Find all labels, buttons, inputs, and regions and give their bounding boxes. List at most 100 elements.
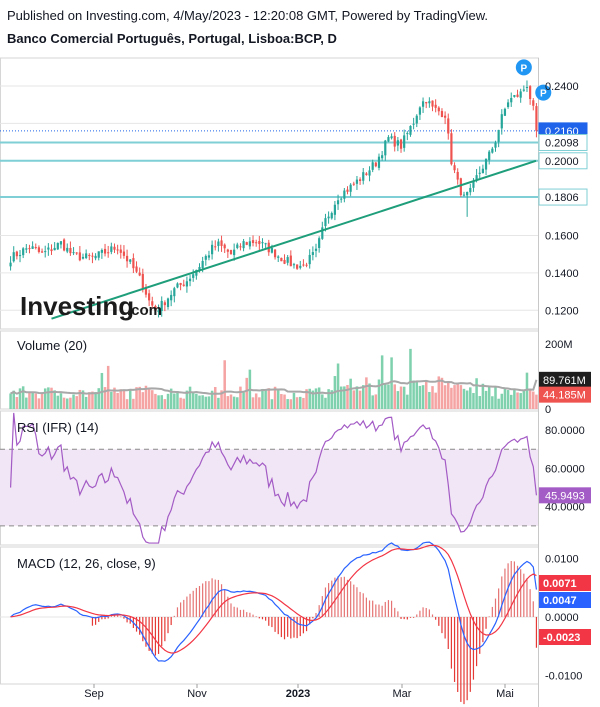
candle-body: [110, 246, 113, 252]
volume-bar: [459, 385, 463, 409]
volume-bar: [232, 396, 236, 409]
candle-body: [176, 283, 179, 288]
volume-bar: [418, 385, 422, 409]
macd-hist-bar: [482, 616, 484, 643]
macd-hist-bar: [170, 616, 172, 626]
macd-hist-bar: [498, 588, 500, 617]
volume-bar: [349, 378, 352, 409]
macd-hist-bar: [409, 616, 412, 618]
volume-bar: [154, 393, 157, 409]
candle-body: [292, 264, 296, 266]
volume-bar: [346, 384, 349, 409]
candle-body: [53, 247, 56, 251]
candle-body: [305, 264, 308, 266]
volume-bar: [106, 365, 110, 409]
volume-bar: [327, 389, 330, 409]
trendline[interactable]: [51, 159, 537, 320]
candle-body: [428, 101, 431, 104]
candle-body: [396, 140, 399, 146]
candle-body: [148, 293, 151, 301]
candle-body: [173, 288, 176, 297]
volume-bar: [343, 386, 346, 409]
candle-body: [198, 267, 201, 271]
macd-hist-bar: [227, 596, 229, 617]
macd-hist-bar: [513, 561, 515, 617]
time-axis[interactable]: Sep Nov 2023 Mar Mai: [84, 684, 514, 700]
volume-bar: [21, 386, 25, 409]
candle-body: [314, 248, 318, 251]
macd-axis[interactable]: 0.0100 0.0000 -0.0100 0.0071 0.0047 -0.0023: [539, 554, 591, 683]
candle-body: [85, 253, 88, 259]
macd-hist-bar: [117, 614, 119, 617]
macd-line: [10, 541, 538, 662]
candle-body: [516, 94, 519, 97]
volume-bar: [210, 390, 214, 409]
volume-bar: [37, 398, 41, 409]
macd-hist-bar: [220, 584, 223, 617]
candle-body: [519, 91, 522, 98]
candle-body: [355, 179, 359, 184]
volume-axis[interactable]: 200M 0 89.761M 44.185M: [539, 339, 591, 416]
volume-bar: [443, 385, 447, 409]
candle-body: [28, 248, 31, 250]
volume-bar: [487, 386, 491, 409]
volume-value-badge: [539, 386, 591, 403]
macd-hist-bar: [239, 609, 242, 617]
candle-body: [459, 178, 462, 196]
volume-bar: [481, 383, 485, 409]
macd-pane-title: MACD (12, 26, close, 9): [17, 556, 156, 571]
candle-body: [125, 255, 129, 262]
macd-hist-bar: [230, 603, 232, 617]
macd-hist-bar: [488, 616, 490, 618]
candle-body: [311, 252, 314, 255]
volume-bar: [324, 397, 327, 409]
macd-tick-label: -0.0100: [545, 670, 582, 682]
macd-hist-bar: [198, 586, 201, 617]
volume-bar: [40, 393, 44, 409]
candle-body: [129, 259, 132, 262]
candle-body: [324, 218, 327, 227]
macd-hist-bar: [233, 606, 235, 617]
volume-bar: [176, 391, 179, 409]
macd-hist-bar: [507, 563, 509, 617]
volume-bar: [352, 390, 356, 409]
price-axis[interactable]: 0.24000.16000.14000.12000.21600.20980.20…: [538, 81, 588, 317]
candle-body: [296, 264, 299, 269]
candle-body: [179, 282, 182, 285]
macd-hist-bar: [520, 569, 522, 617]
macd-hist-bar: [173, 615, 175, 617]
horizontal-levels[interactable]: [0, 130, 538, 199]
volume-bar: [339, 386, 343, 409]
macd-hist-bar: [384, 601, 386, 617]
volume-tick-label: 200M: [545, 339, 573, 351]
candle-body: [308, 254, 311, 265]
candle-body: [437, 107, 440, 112]
volume-bar: [12, 390, 15, 409]
pivot-markers[interactable]: PP: [515, 59, 552, 101]
volume-bar: [173, 393, 176, 409]
candle-body: [327, 216, 330, 219]
macd-hist-bar: [98, 616, 100, 622]
price-label-text: 0.2000: [545, 156, 579, 168]
candle-body: [97, 251, 100, 258]
candle-body: [239, 246, 242, 248]
macd-hist-bar: [318, 605, 320, 617]
volume-bar: [494, 386, 497, 409]
candle-body: [510, 97, 513, 103]
candle-body: [475, 175, 478, 180]
volume-bar: [81, 390, 85, 409]
candle-body: [195, 269, 198, 276]
volume-bar: [144, 385, 148, 409]
macd-hist-bar: [296, 616, 298, 639]
candle-body: [418, 107, 422, 115]
volume-bar: [270, 399, 274, 409]
macd-hist-bar: [453, 616, 456, 682]
volume-bar: [69, 397, 72, 409]
macd-hist-bar: [422, 607, 424, 617]
volume-bar: [179, 397, 182, 409]
macd-hist-bar: [328, 583, 330, 617]
candle-body: [302, 264, 305, 266]
candle-body: [157, 310, 160, 313]
